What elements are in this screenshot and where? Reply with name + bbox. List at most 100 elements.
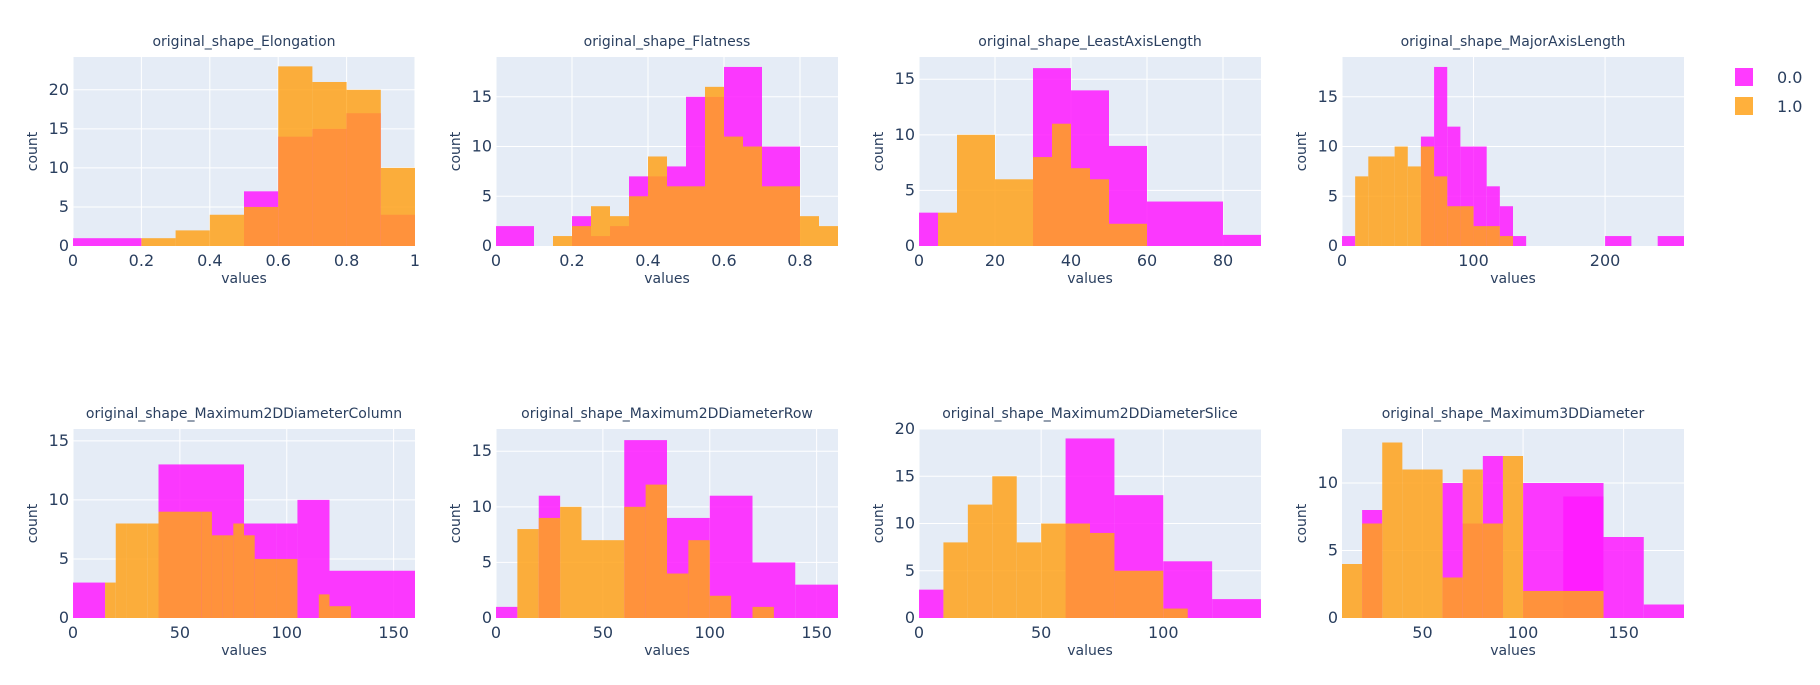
histogram-bar (115, 523, 127, 618)
y-tick-label: 0 (482, 236, 492, 255)
histogram-bar (496, 226, 534, 246)
x-tick-label: 0.6 (265, 251, 290, 270)
histogram-bar (709, 595, 732, 618)
histogram-bar (1342, 564, 1363, 618)
x-tick-label: 0 (68, 623, 78, 642)
histogram-bar (919, 212, 938, 246)
histogram-bar (591, 206, 610, 246)
y-tick-label: 15 (895, 466, 915, 485)
x-tick-label: 100 (1458, 251, 1489, 270)
histogram-bar (1212, 599, 1261, 618)
histogram-bar (517, 529, 539, 618)
histogram-bar (819, 226, 838, 246)
x-tick-label: 20 (985, 251, 1005, 270)
histogram-bar (1442, 577, 1463, 618)
subplot-title: original_shape_LeastAxisLength (978, 34, 1201, 50)
histogram-bar (667, 186, 686, 246)
y-axis-label: count (448, 503, 464, 543)
histogram-bar (254, 558, 277, 618)
x-tick-label: 50 (170, 623, 190, 642)
y-tick-label: 0 (59, 608, 69, 627)
x-tick-label: 0.4 (197, 251, 222, 270)
x-tick-label: 0.2 (559, 251, 584, 270)
x-tick-label: 80 (1213, 251, 1233, 270)
y-tick-label: 20 (49, 80, 69, 99)
subplot-title: original_shape_Elongation (152, 34, 335, 50)
histogram-bar (967, 504, 993, 618)
x-tick-label: 0 (491, 251, 501, 270)
x-tick-label: 0 (914, 251, 924, 270)
histogram-bar (581, 540, 625, 618)
x-tick-label: 0 (1337, 251, 1347, 270)
histogram-bar (1523, 591, 1604, 618)
histogram-bar (1090, 532, 1115, 618)
histogram-bar (244, 535, 255, 618)
histogram-bar (1381, 156, 1395, 246)
x-tick-label: 150 (378, 623, 409, 642)
histogram-bar (1402, 469, 1443, 618)
y-tick-label: 15 (472, 441, 492, 460)
y-tick-label: 5 (1328, 186, 1338, 205)
subplot-2: original_shape_Flatness 0 0.2 0.4 0.6 0.8 0 5 10… (448, 34, 838, 287)
histogram-bar (1462, 469, 1483, 618)
y-tick-label: 10 (49, 490, 69, 509)
subplot-title: original_shape_Maximum2DDiameterColumn (86, 406, 402, 422)
subplot-3: original_shape_LeastAxisLength 0 20 40 60 80 0… (871, 34, 1261, 287)
y-axis-label: count (25, 503, 41, 543)
x-tick-label: 100 (1148, 623, 1179, 642)
histogram-bar (560, 506, 582, 618)
histogram-bar (1071, 168, 1090, 246)
histogram-bar (1368, 156, 1382, 246)
histogram-bar (278, 66, 313, 246)
histogram-bar (1114, 570, 1164, 618)
histogram-bar (1603, 537, 1644, 618)
histogram-bar (312, 81, 347, 247)
histogram-bar (1657, 236, 1684, 246)
histogram-bar (1394, 146, 1408, 246)
y-tick-label: 10 (1318, 137, 1338, 156)
legend: 0.0 1.0 (1735, 68, 1802, 116)
histogram-bar (1473, 146, 1487, 246)
legend-label: 0.0 (1777, 68, 1802, 87)
x-tick-label: 0 (491, 623, 501, 642)
histogram-bar (648, 156, 667, 246)
histogram-bar (1447, 206, 1461, 246)
y-axis-label: count (871, 503, 887, 543)
x-axis-label: values (644, 271, 690, 287)
histogram-bar (1109, 223, 1128, 246)
histogram-bar (995, 179, 1014, 246)
y-tick-label: 5 (59, 549, 69, 568)
y-tick-label: 0 (482, 608, 492, 627)
histogram-bar (1499, 236, 1513, 246)
x-tick-label: 1 (410, 251, 420, 270)
subplot-title: original_shape_Maximum2DDiameterSlice (942, 406, 1238, 422)
histogram-bar (624, 506, 646, 618)
y-axis-label: count (25, 131, 41, 171)
histogram-bar (667, 573, 689, 618)
histogram-bar (380, 167, 415, 246)
y-tick-label: 15 (1318, 87, 1338, 106)
x-tick-label: 0 (914, 623, 924, 642)
histogram-bar (743, 146, 762, 246)
histogram-bar (329, 606, 351, 618)
x-tick-label: 50 (1412, 623, 1432, 642)
legend-swatch (1735, 97, 1753, 115)
histogram-bar (126, 523, 148, 618)
y-axis-label: count (1294, 131, 1310, 171)
histogram-bar (211, 535, 223, 618)
subplot-title: original_shape_Maximum3DDiameter (1382, 406, 1645, 422)
subplot-title: original_shape_Maximum2DDiameterRow (521, 406, 813, 422)
histogram-bar (141, 238, 176, 246)
y-tick-label: 10 (472, 137, 492, 156)
y-tick-label: 0 (1328, 608, 1338, 627)
x-axis-label: values (221, 643, 267, 659)
histogram-bar (73, 582, 106, 618)
y-tick-label: 5 (59, 197, 69, 216)
y-tick-label: 10 (49, 158, 69, 177)
histogram-bar (244, 206, 279, 246)
histogram-bar (175, 230, 210, 246)
